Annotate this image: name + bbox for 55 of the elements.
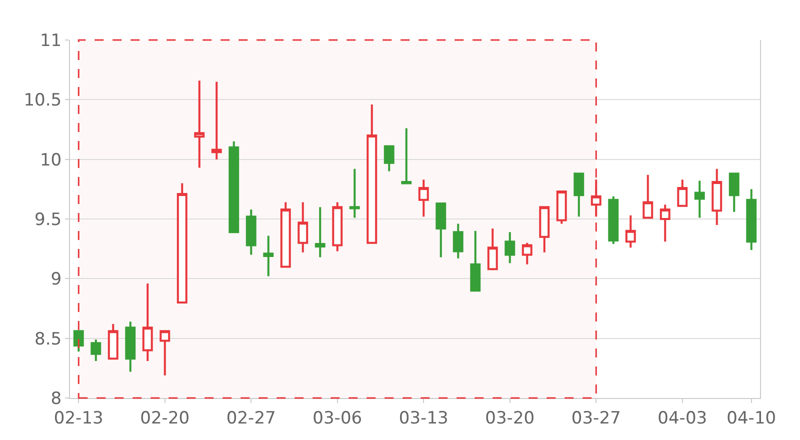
candlestick bbox=[90, 338, 102, 362]
candlestick bbox=[298, 201, 308, 254]
candlestick bbox=[660, 204, 670, 243]
x-tick-label: 04-03 bbox=[658, 408, 708, 428]
y-tick-label: 8.5 bbox=[34, 329, 62, 350]
candlestick bbox=[522, 242, 532, 266]
candlestick bbox=[608, 195, 619, 246]
candlestick bbox=[694, 180, 705, 219]
candlestick bbox=[677, 178, 688, 207]
candlestick bbox=[470, 230, 481, 292]
candlestick bbox=[452, 222, 464, 260]
x-tick-label: 02-13 bbox=[54, 408, 104, 428]
candlestick bbox=[263, 234, 274, 278]
candlestick bbox=[401, 127, 412, 184]
candlestick bbox=[539, 206, 550, 254]
candlestick bbox=[314, 206, 326, 258]
candlestick bbox=[246, 208, 256, 256]
candlestick bbox=[384, 145, 394, 172]
candlestick bbox=[211, 80, 222, 160]
x-tick-label: 03-27 bbox=[571, 408, 621, 428]
x-tick-label: 03-20 bbox=[485, 408, 535, 428]
y-tick-label: 9.5 bbox=[34, 210, 62, 230]
y-tick-label: 8 bbox=[50, 388, 62, 409]
candlestick bbox=[280, 201, 291, 268]
candlestick bbox=[228, 140, 240, 234]
y-tick-label: 10.5 bbox=[24, 90, 62, 111]
y-tick-label: 11 bbox=[40, 30, 62, 51]
candlestick bbox=[332, 201, 343, 252]
y-tick-label: 10 bbox=[40, 150, 62, 170]
y-tick-label: 9 bbox=[50, 270, 62, 290]
candlestick bbox=[160, 330, 170, 376]
x-tick-label: 02-27 bbox=[226, 408, 276, 428]
candlestick bbox=[349, 168, 360, 219]
candlestick bbox=[712, 168, 722, 226]
x-tick-label: 04-10 bbox=[726, 408, 776, 428]
x-tick-label: 02-20 bbox=[140, 408, 190, 428]
candlestick bbox=[108, 323, 118, 360]
x-tick-label: 03-13 bbox=[398, 408, 448, 428]
candlestick bbox=[418, 178, 429, 218]
candlestick bbox=[436, 202, 446, 258]
candlestick bbox=[642, 174, 654, 219]
candlestick bbox=[574, 172, 584, 218]
candlestick bbox=[142, 282, 153, 362]
candlestick bbox=[504, 231, 516, 264]
candlestick bbox=[73, 330, 84, 352]
candlestick bbox=[194, 80, 205, 169]
candlestick bbox=[625, 214, 636, 249]
candlestick bbox=[125, 320, 136, 373]
candlestick bbox=[728, 172, 740, 213]
candlestick bbox=[746, 188, 757, 252]
x-tick-label: 03-06 bbox=[312, 408, 362, 428]
candlestick bbox=[487, 228, 498, 272]
candlestick bbox=[176, 182, 188, 304]
candlestick bbox=[556, 190, 567, 225]
candlestick bbox=[366, 103, 378, 244]
